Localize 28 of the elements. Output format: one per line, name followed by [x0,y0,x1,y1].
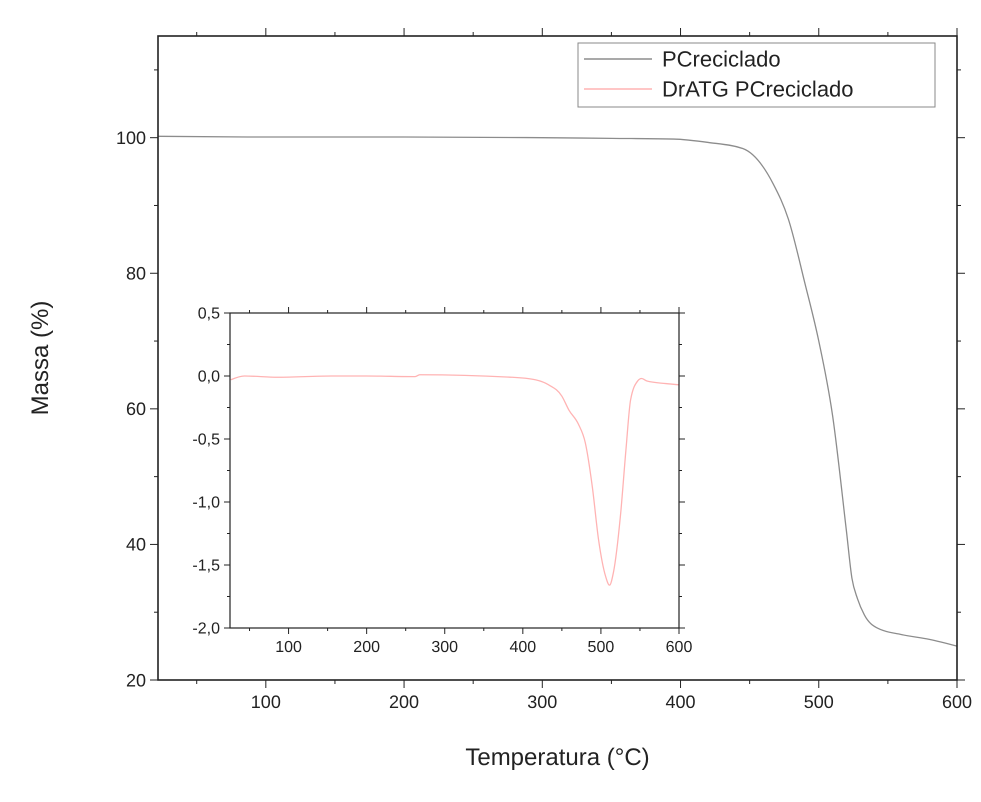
x-axis-title: Temperatura (°C) [465,744,650,771]
x-tick-label: 200 [353,639,380,656]
x-tick-label: 600 [666,639,692,656]
x-tick-label: 600 [942,692,972,712]
x-tick-label: 100 [275,639,302,656]
y-tick-label: 60 [126,399,146,420]
x-tick-label: 400 [666,692,696,712]
y-tick-label: -2,0 [192,620,220,638]
line-series [230,374,680,586]
text: DrATG PCreciclado [662,76,854,102]
x-tick-label: 200 [389,692,420,712]
x-tick-label: 100 [250,692,281,712]
y-tick-label: 0,5 [198,306,220,323]
y-tick-label: -1,5 [192,558,220,575]
x-tick-label: 500 [588,639,614,656]
y-tick-label: 80 [126,264,146,284]
y-tick-label: 0,0 [198,368,220,386]
x-tick-label: 300 [527,692,558,712]
y-tick-label: 20 [126,670,146,690]
x-tick-label: 400 [509,639,536,656]
y-tick-label: 40 [126,534,146,555]
x-tick-label: 500 [804,692,834,712]
y-tick-label: 100 [116,128,146,148]
y-tick-label: -0,5 [192,432,220,449]
x-tick-label: 300 [431,639,458,656]
y-axis-title: Massa (%) [27,300,54,416]
legend-label: PCreciclado [662,46,781,72]
y-tick-label: -1,0 [192,494,220,512]
